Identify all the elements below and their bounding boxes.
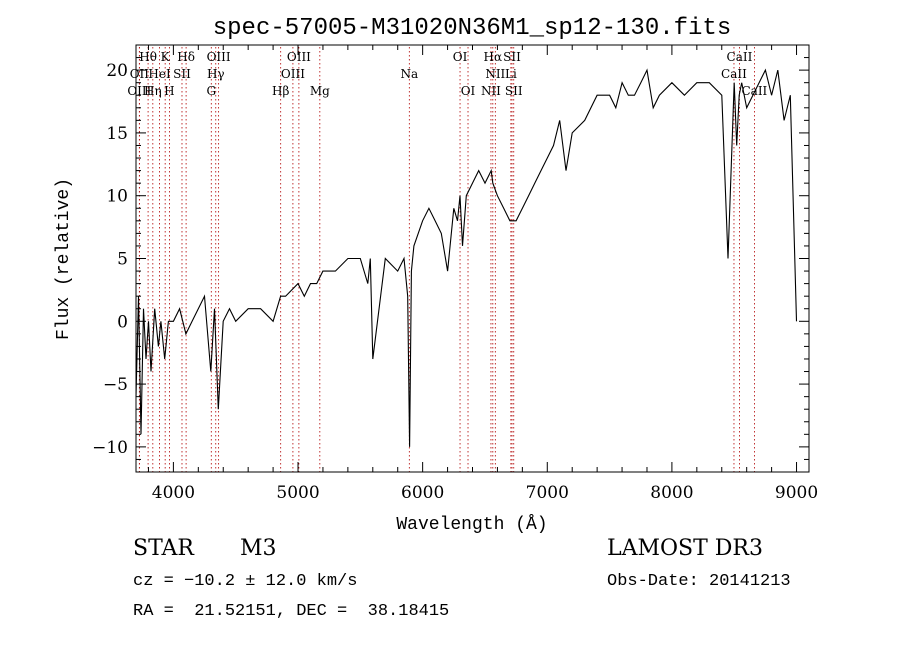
x-axis-label: Wavelength (Å) <box>396 514 547 535</box>
line-label: Hη <box>144 84 162 98</box>
line-label: Na <box>400 67 418 81</box>
line-label: CaII <box>721 67 747 81</box>
line-label: OIII <box>287 50 311 64</box>
line-label: OII <box>130 67 150 81</box>
x-tick-label: 8000 <box>650 483 693 503</box>
y-tick-label: 0 <box>117 312 128 332</box>
line-label: Hα <box>484 50 503 64</box>
line-label: NII <box>485 67 505 81</box>
line-label: Hθ <box>139 50 157 64</box>
line-label: OI <box>453 50 468 64</box>
redshift-value: cz = −10.2 ± 12.0 km/s <box>133 572 358 591</box>
observation-date: Obs-Date: 20141213 <box>607 572 791 591</box>
chart-title: spec-57005-M31020N36M1_sp12-130.fits <box>213 15 731 42</box>
line-label: SII <box>505 84 523 98</box>
y-tick-label: 20 <box>106 61 128 81</box>
coordinates: RA = 21.52151, DEC = 38.18415 <box>133 602 450 621</box>
flux-series-line <box>135 68 798 447</box>
y-tick-label: −10 <box>92 438 128 458</box>
plot-frame <box>135 44 810 473</box>
line-label: Hδ <box>177 50 195 64</box>
line-label: OI <box>461 84 476 98</box>
x-tick-label: 6000 <box>401 483 444 503</box>
y-tick-label: 10 <box>106 187 128 207</box>
line-label: Hβ <box>272 84 289 98</box>
x-tick-label: 5000 <box>276 483 319 503</box>
emission-line-markers <box>138 47 755 472</box>
object-class: M3 <box>240 536 277 561</box>
object-type: STAR <box>133 536 194 561</box>
line-label: Hγ <box>207 67 225 81</box>
y-tick-label: 5 <box>117 250 128 270</box>
line-label: CaII <box>727 50 753 64</box>
line-label: OIII <box>127 84 151 98</box>
y-tick-label: 15 <box>106 124 128 144</box>
line-label: Li <box>505 67 517 81</box>
y-tick-label: −5 <box>103 375 128 395</box>
line-label: K <box>161 50 171 64</box>
axis-ticks: 4000 5000 6000 7000 8000 9000 −10 −5 0 5 10 15 20 <box>92 45 818 503</box>
line-label: SII <box>503 50 521 64</box>
line-label: H <box>164 84 174 98</box>
line-label: OIII <box>281 67 305 81</box>
line-label: NII <box>481 84 501 98</box>
line-label: Mg <box>310 84 330 98</box>
x-tick-label: 7000 <box>526 483 569 503</box>
x-tick-label: 4000 <box>152 483 195 503</box>
survey-name: LAMOST DR3 <box>607 536 763 561</box>
line-label: SII <box>173 67 191 81</box>
y-axis-label: Flux (relative) <box>54 178 74 340</box>
line-label: G <box>206 84 216 98</box>
x-tick-label: 9000 <box>775 483 818 503</box>
line-label: OIII <box>207 50 231 64</box>
line-label: HeI <box>148 67 171 81</box>
